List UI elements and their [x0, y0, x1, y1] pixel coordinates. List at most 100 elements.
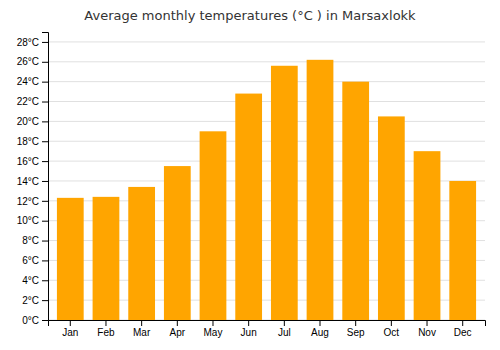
bar	[200, 131, 227, 320]
bar	[271, 66, 298, 320]
bar	[342, 82, 369, 320]
x-tick-mark	[177, 320, 178, 326]
y-tick-mark	[42, 181, 48, 182]
x-tick-label: Jan	[62, 327, 78, 338]
y-tick-mark	[42, 201, 48, 202]
y-tick: 10°C	[17, 215, 48, 226]
grid-line	[48, 41, 485, 42]
x-tick-label: Aug	[311, 327, 329, 338]
bar	[307, 60, 334, 320]
y-tick: 22°C	[17, 96, 48, 107]
y-tick: 14°C	[17, 176, 48, 187]
bars	[57, 60, 476, 320]
x-tick-label: Jun	[241, 327, 257, 338]
x-tick-mark	[70, 320, 71, 326]
bar	[414, 151, 441, 320]
grid-line	[48, 121, 485, 122]
x-tick-label: Apr	[170, 327, 186, 338]
y-tick: 0°C	[22, 315, 48, 326]
y-tick-mark	[42, 141, 48, 142]
grid-line	[48, 101, 485, 102]
x-tick: Apr	[170, 320, 186, 338]
y-tick-label: 12°C	[17, 196, 39, 207]
x-tick-label: May	[204, 327, 223, 338]
bar	[128, 187, 155, 320]
y-tick-mark	[42, 320, 48, 321]
y-tick-mark	[42, 62, 48, 63]
x-tick-mark	[320, 320, 321, 326]
x-tick-mark	[427, 320, 428, 326]
y-tick: 18°C	[17, 136, 48, 147]
y-axis-line	[42, 33, 49, 321]
chart-container: JanFebMarAprMayJunJulAugSepOctNovDec0°C2…	[0, 0, 500, 350]
x-tick-mark	[212, 320, 213, 326]
y-axis: 0°C 2°C 4°C 6°C 8°C 10°C 12°C 14°C 16°C 18°C 20°C 2…	[17, 33, 49, 326]
bar	[164, 166, 191, 320]
y-tick: 8°C	[22, 235, 48, 246]
y-tick-label: 26°C	[17, 56, 39, 67]
y-tick-mark	[42, 42, 48, 43]
x-tick-mark	[248, 320, 249, 326]
y-tick-label: 10°C	[17, 215, 39, 226]
y-tick: 2°C	[22, 295, 48, 306]
y-tick: 12°C	[17, 196, 48, 207]
bar	[449, 181, 476, 320]
y-tick-mark	[42, 102, 48, 103]
x-tick: Sep	[347, 320, 365, 338]
x-tick-label: Sep	[347, 327, 365, 338]
y-tick-mark	[42, 221, 48, 222]
plot-root: JanFebMarAprMayJunJulAugSepOctNovDec0°C2…	[17, 33, 486, 339]
x-tick-mark	[141, 320, 142, 326]
y-tick-label: 8°C	[22, 235, 39, 246]
y-tick: 26°C	[17, 56, 48, 67]
chart-svg: JanFebMarAprMayJunJulAugSepOctNovDec0°C2…	[0, 0, 500, 350]
y-tick-mark	[42, 300, 48, 301]
x-tick: Jan	[62, 320, 78, 338]
x-tick-mark	[391, 320, 392, 326]
x-tick: Dec	[454, 320, 472, 338]
y-tick-label: 6°C	[22, 255, 39, 266]
x-tick: Jun	[241, 320, 257, 338]
y-tick-label: 0°C	[22, 315, 39, 326]
y-tick: 6°C	[22, 255, 48, 266]
y-tick-mark	[42, 161, 48, 162]
y-tick: 4°C	[22, 275, 48, 286]
x-tick: Aug	[311, 320, 329, 338]
grid-line	[48, 81, 485, 82]
x-tick-label: Dec	[454, 327, 472, 338]
x-axis: JanFebMarAprMayJunJulAugSepOctNovDec	[49, 320, 486, 338]
x-tick: May	[204, 320, 223, 338]
x-tick: Feb	[97, 320, 115, 338]
grid-line	[48, 61, 485, 62]
x-tick-mark	[462, 320, 463, 326]
x-tick-label: Oct	[384, 327, 400, 338]
y-tick: 16°C	[17, 156, 48, 167]
x-tick-label: Feb	[97, 327, 115, 338]
y-tick-label: 20°C	[17, 116, 39, 127]
x-tick-mark	[284, 320, 285, 326]
y-tick: 24°C	[17, 76, 48, 87]
y-tick-label: 28°C	[17, 37, 39, 48]
bar	[378, 116, 405, 320]
y-tick-mark	[42, 241, 48, 242]
y-tick: 20°C	[17, 116, 48, 127]
title: Average monthly temperatures (°C ) in Ma…	[84, 8, 416, 23]
y-tick-mark	[42, 280, 48, 281]
bar	[235, 94, 262, 320]
y-tick: 28°C	[17, 37, 48, 48]
y-tick-label: 22°C	[17, 96, 39, 107]
x-tick-mark	[355, 320, 356, 326]
x-tick: Oct	[384, 320, 400, 338]
y-tick-label: 16°C	[17, 156, 39, 167]
x-tick: Jul	[278, 320, 291, 338]
grid-line	[48, 141, 485, 142]
y-tick-label: 4°C	[22, 275, 39, 286]
grid	[48, 42, 485, 320]
y-tick-mark	[42, 82, 48, 83]
x-tick-label: Mar	[133, 327, 151, 338]
y-tick-label: 2°C	[22, 295, 39, 306]
x-axis-line	[49, 321, 486, 327]
bar	[93, 197, 120, 320]
x-tick: Mar	[133, 320, 151, 338]
x-tick-mark	[105, 320, 106, 326]
